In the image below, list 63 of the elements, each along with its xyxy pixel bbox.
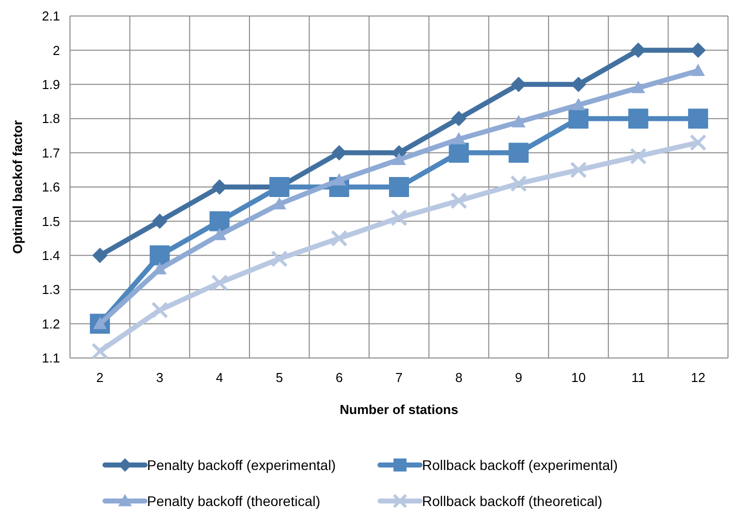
legend-label: Penalty backoff (theoretical) [147, 492, 320, 509]
point [152, 214, 168, 229]
point [510, 175, 528, 192]
point [451, 111, 466, 126]
point [630, 42, 646, 58]
y-tick-label: 2 [52, 42, 60, 58]
legend-label: Rollback backoff (experimental) [422, 456, 618, 473]
x-tick-label: 8 [455, 370, 462, 385]
x-tick-label: 3 [156, 370, 164, 385]
y-tick-label: 1.3 [42, 282, 60, 298]
x-tick-label: 12 [690, 370, 706, 385]
point [153, 262, 166, 274]
x-tick-label: 5 [276, 370, 283, 385]
point [392, 153, 406, 165]
point [692, 64, 705, 76]
y-tick-label: 1.8 [42, 111, 60, 126]
point [92, 248, 108, 263]
y-tick-label: 1.2 [42, 316, 60, 332]
x-tick-label: 4 [216, 370, 224, 385]
point [450, 192, 468, 210]
point [91, 342, 108, 360]
point [210, 211, 230, 232]
y-tick-label: 2.1 [42, 8, 60, 24]
x-axis-title: Number of stations [340, 402, 458, 417]
point [628, 108, 648, 129]
point [690, 134, 707, 152]
point [269, 177, 290, 197]
x-tick-label: 11 [632, 370, 646, 385]
x-tick-label: 9 [515, 370, 522, 385]
point [272, 198, 286, 210]
legend-label: Rollback backoff (theoretical) [422, 492, 602, 509]
point [270, 250, 288, 268]
point [512, 116, 526, 128]
point [448, 142, 469, 163]
y-tick-label: 1.9 [42, 76, 60, 92]
point [213, 228, 226, 240]
y-axis-title: Optimal backof factor [10, 120, 25, 254]
y-tick-label: 1.7 [42, 145, 60, 160]
legend-label: Penalty backoff (experimental) [147, 456, 336, 473]
point [690, 42, 706, 58]
point [572, 98, 585, 110]
point [632, 81, 645, 94]
point [452, 132, 466, 144]
point [630, 148, 647, 165]
x-tick-label: 2 [96, 370, 104, 385]
point [688, 108, 708, 129]
x-tick-label: 10 [571, 370, 586, 385]
y-tick-label: 1.4 [42, 248, 60, 263]
point [332, 174, 346, 186]
point [568, 108, 588, 129]
y-tick-label: 1.5 [42, 214, 60, 229]
point [150, 245, 170, 266]
point [151, 302, 168, 319]
x-tick-label: 7 [395, 370, 403, 385]
point [508, 142, 529, 163]
point [389, 177, 409, 197]
point [330, 230, 348, 247]
point [570, 161, 587, 178]
point [390, 209, 408, 226]
x-tick-label: 6 [336, 370, 343, 385]
y-tick-label: 1.6 [42, 180, 60, 195]
point [211, 274, 228, 292]
y-tick-label: 1.1 [42, 350, 60, 366]
